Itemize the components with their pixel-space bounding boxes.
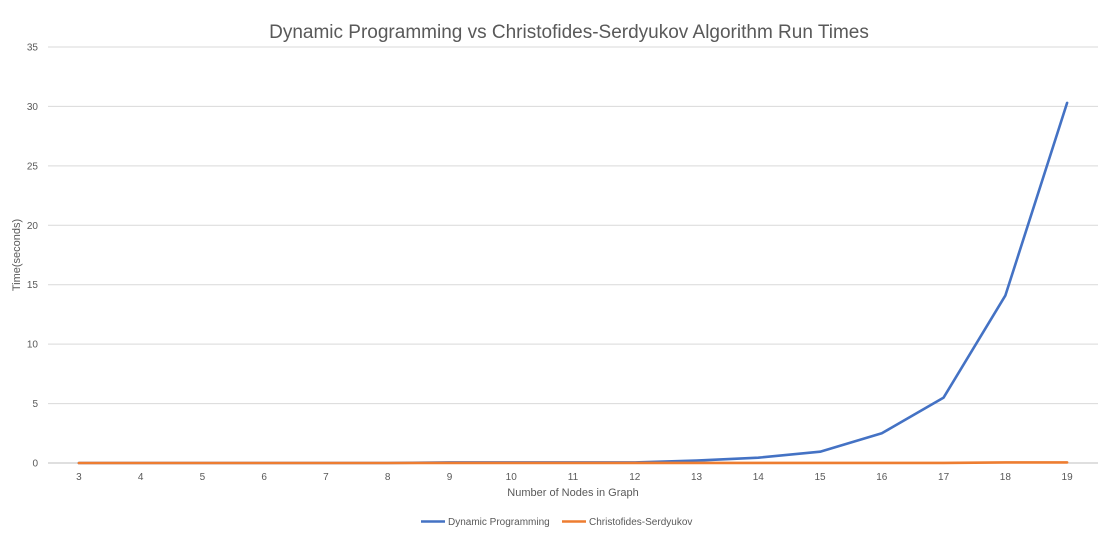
x-axis-title: Number of Nodes in Graph [507,487,638,499]
x-tick-label: 10 [506,472,518,483]
series-line-dynamic-programming [77,101,1069,465]
y-tick-label: 20 [27,221,39,232]
x-tick-label: 17 [938,472,950,483]
x-tick-label: 18 [1000,472,1012,483]
x-tick-label: 19 [1062,472,1074,483]
y-tick-label: 10 [27,340,39,351]
x-axis-ticks: 3 4 5 6 7 8 9 10 11 12 13 14 15 16 17 18 19 [76,472,1073,483]
x-tick-label: 3 [76,472,82,483]
x-tick-label: 4 [138,472,144,483]
x-tick-label: 11 [568,472,579,483]
legend-label: Christofides-Serdyukov [589,517,692,528]
y-tick-label: 35 [27,43,39,54]
x-tick-label: 9 [447,472,453,483]
y-tick-label: 0 [32,459,38,470]
y-tick-label: 5 [32,399,38,410]
x-tick-label: 12 [629,472,641,483]
y-tick-label: 25 [27,161,39,172]
x-tick-label: 16 [876,472,888,483]
x-tick-label: 8 [385,472,391,483]
gridlines [48,46,1098,405]
x-tick-label: 5 [200,472,206,483]
y-axis-title: Time(seconds) [11,219,23,291]
y-tick-label: 30 [27,102,39,113]
series-lines [77,101,1069,465]
x-tick-label: 15 [814,472,826,483]
legend-label: Dynamic Programming [448,517,550,528]
x-tick-label: 7 [323,472,329,483]
chart-title: Dynamic Programming vs Christofides-Serd… [269,22,869,43]
x-tick-label: 13 [691,472,703,483]
x-tick-label: 6 [261,472,267,483]
legend: Dynamic Programming Christofides-Serdyuko… [421,517,692,528]
x-tick-label: 14 [753,472,765,483]
y-tick-label: 15 [27,280,39,291]
y-axis-ticks: 0 5 10 15 20 25 30 35 [27,43,39,470]
series-line-christofides-serdyukov [77,461,1069,465]
